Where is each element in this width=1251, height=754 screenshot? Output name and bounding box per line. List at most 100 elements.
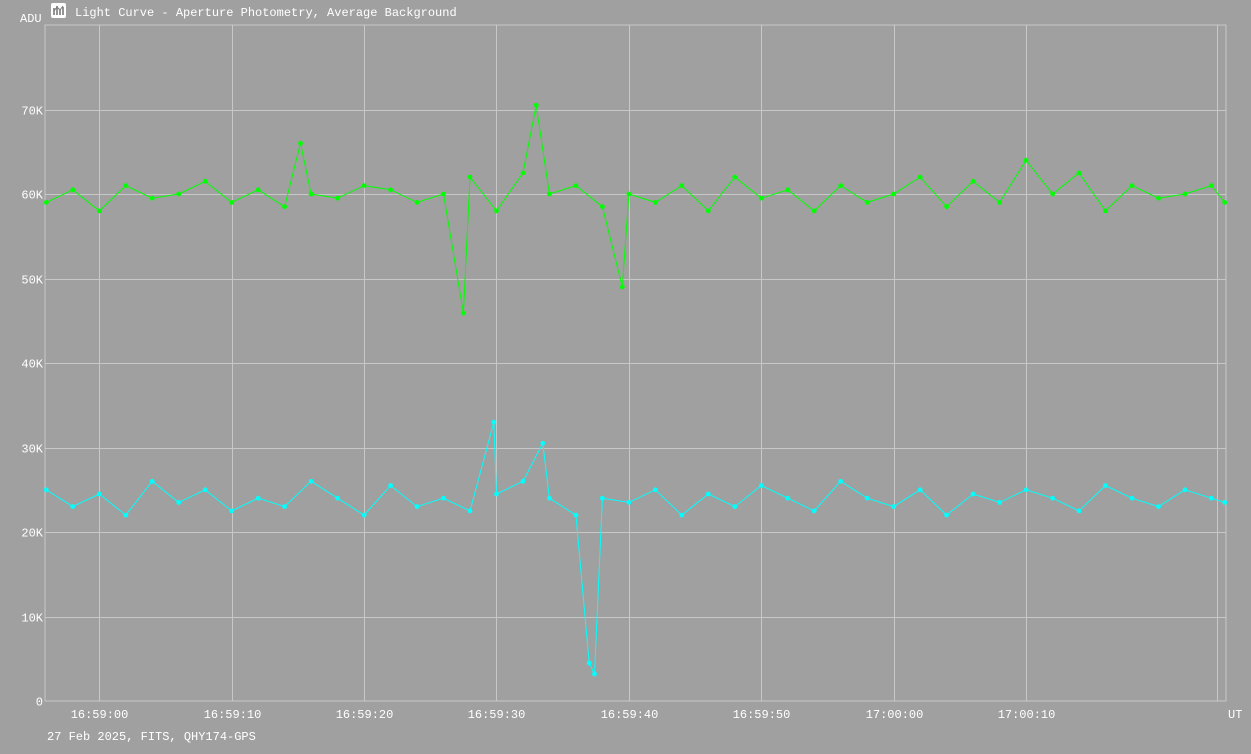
data-point bbox=[255, 495, 261, 501]
data-point bbox=[891, 504, 897, 509]
data-point bbox=[335, 195, 340, 201]
data-point bbox=[123, 512, 129, 518]
data-point bbox=[592, 671, 597, 677]
data-point bbox=[520, 478, 526, 484]
data-point bbox=[1209, 495, 1214, 501]
data-point bbox=[520, 170, 526, 176]
data-point bbox=[970, 178, 976, 184]
data-point bbox=[1209, 183, 1214, 189]
data-point bbox=[70, 504, 76, 509]
data-point bbox=[917, 487, 923, 493]
data-point bbox=[1050, 495, 1055, 501]
data-point bbox=[176, 500, 182, 505]
data-point bbox=[944, 204, 949, 210]
y-tick-label: 0 bbox=[36, 696, 43, 710]
data-point bbox=[732, 504, 738, 509]
data-point bbox=[540, 440, 546, 446]
y-tick-label: 30K bbox=[21, 443, 43, 457]
data-point bbox=[811, 508, 817, 514]
data-point bbox=[1129, 495, 1135, 501]
data-point bbox=[600, 204, 605, 210]
data-point bbox=[1076, 170, 1082, 176]
x-tick-label: 16:59:30 bbox=[468, 708, 526, 722]
data-point bbox=[388, 187, 393, 193]
data-point bbox=[229, 200, 235, 205]
data-point bbox=[785, 495, 791, 501]
data-point bbox=[600, 495, 605, 501]
data-point bbox=[308, 191, 314, 197]
data-point bbox=[1103, 208, 1108, 214]
y-tick-label: 20K bbox=[21, 527, 43, 541]
data-point bbox=[441, 495, 446, 501]
data-point bbox=[997, 200, 1002, 205]
data-point bbox=[229, 508, 235, 514]
data-point bbox=[864, 495, 870, 501]
y-tick-label: 40K bbox=[21, 358, 43, 372]
x-tick-label: 17:00:10 bbox=[998, 708, 1056, 722]
data-point bbox=[705, 208, 711, 214]
data-point bbox=[1103, 483, 1108, 488]
data-point bbox=[970, 491, 976, 497]
data-point bbox=[1050, 191, 1055, 197]
x-tick-label: 16:59:50 bbox=[733, 708, 791, 722]
data-point bbox=[43, 200, 49, 205]
data-point bbox=[149, 478, 155, 484]
data-point bbox=[891, 191, 897, 197]
data-point bbox=[441, 191, 446, 197]
data-point bbox=[533, 102, 539, 108]
data-point bbox=[679, 183, 685, 189]
y-tick-label: 10K bbox=[21, 612, 43, 626]
x-tick-label: 16:59:10 bbox=[204, 708, 262, 722]
data-point bbox=[626, 191, 632, 197]
data-point bbox=[1182, 487, 1188, 493]
data-point bbox=[361, 512, 367, 518]
data-point bbox=[917, 174, 923, 180]
data-point bbox=[467, 174, 473, 180]
data-point bbox=[653, 487, 658, 493]
data-point bbox=[997, 500, 1002, 505]
data-point bbox=[1182, 191, 1188, 197]
data-point bbox=[758, 195, 764, 201]
data-point bbox=[494, 491, 499, 497]
data-point bbox=[43, 487, 49, 493]
data-point bbox=[70, 187, 76, 193]
data-point bbox=[176, 191, 182, 197]
chart-app-icon[interactable] bbox=[51, 3, 66, 18]
data-point bbox=[96, 208, 102, 214]
data-point bbox=[705, 491, 711, 497]
data-point bbox=[653, 200, 658, 205]
data-point bbox=[282, 504, 287, 509]
data-point bbox=[811, 208, 817, 214]
data-point bbox=[1222, 500, 1228, 505]
x-tick-label: 16:59:00 bbox=[71, 708, 129, 722]
data-point bbox=[1156, 195, 1161, 201]
x-tick-label: 16:59:20 bbox=[336, 708, 394, 722]
data-point bbox=[573, 183, 579, 189]
data-point bbox=[619, 284, 625, 290]
footer-caption: 27 Feb 2025, FITS, QHY174-GPS bbox=[47, 730, 256, 744]
data-point bbox=[298, 140, 303, 146]
y-tick-label: 60K bbox=[21, 189, 43, 203]
y-tick-labels: 0 10K 20K 30K 40K 50K 60K 70K bbox=[21, 105, 43, 710]
data-point bbox=[679, 512, 685, 518]
x-axis-label: UT bbox=[1228, 708, 1242, 722]
data-point bbox=[586, 660, 592, 666]
data-point bbox=[626, 500, 632, 505]
data-series bbox=[43, 102, 1228, 677]
y-axis-label: ADU bbox=[20, 12, 42, 26]
data-point bbox=[414, 504, 420, 509]
data-point bbox=[461, 310, 466, 316]
data-point bbox=[1129, 183, 1135, 189]
data-point bbox=[573, 512, 579, 518]
series-comparison bbox=[43, 419, 1228, 677]
data-point bbox=[123, 183, 129, 189]
data-point bbox=[838, 478, 844, 484]
y-tick-label: 50K bbox=[21, 274, 43, 288]
data-point bbox=[1156, 504, 1161, 509]
data-point bbox=[547, 191, 552, 197]
data-point bbox=[1023, 487, 1029, 493]
data-point bbox=[944, 512, 949, 518]
data-point bbox=[494, 208, 499, 214]
series-line bbox=[46, 105, 1226, 314]
